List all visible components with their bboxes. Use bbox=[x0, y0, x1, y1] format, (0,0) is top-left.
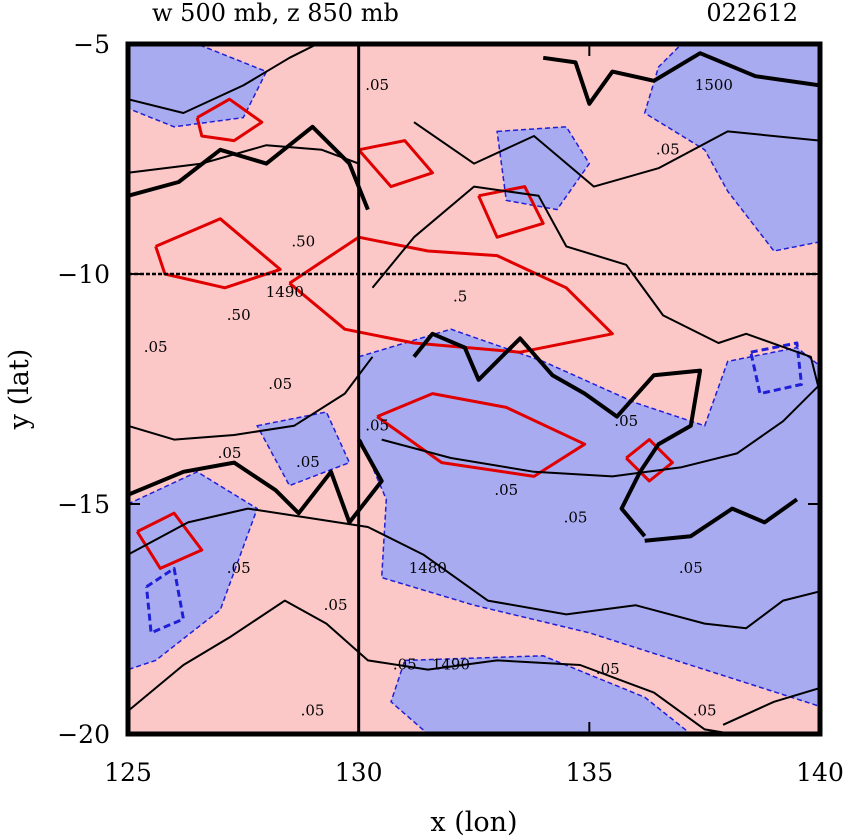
contour-value-label: .05 bbox=[301, 702, 325, 720]
contour-value-label: .50 bbox=[291, 232, 315, 250]
contour-line-height bbox=[128, 144, 360, 174]
x-axis-label: x (lon) bbox=[430, 807, 517, 838]
contour-line-height-bold bbox=[128, 438, 384, 525]
contour-value-label: .05 bbox=[227, 559, 251, 577]
fill-region-negative bbox=[256, 411, 351, 487]
contour-line-height bbox=[128, 356, 374, 441]
contour-value-label: 1480 bbox=[409, 559, 447, 577]
contour-value-label: .05 bbox=[614, 412, 638, 430]
contour-value-label: .5 bbox=[453, 288, 467, 306]
chart-timestamp: 022612 bbox=[706, 0, 798, 27]
contour-line-positive bbox=[195, 97, 264, 143]
contour-value-label: .05 bbox=[144, 338, 168, 356]
y-tick-label: −15 bbox=[57, 490, 110, 519]
contour-line-height-bold bbox=[644, 497, 799, 543]
chart-title: w 500 mb, z 850 mb bbox=[152, 0, 399, 27]
fill-region-negative bbox=[390, 655, 693, 734]
plot-frame bbox=[125, 41, 823, 737]
contour-line-height bbox=[128, 44, 318, 114]
contour-value-label: .05 bbox=[693, 702, 717, 720]
contour-line-positive bbox=[477, 185, 545, 239]
contour-value-label: .05 bbox=[365, 416, 389, 434]
y-axis: −5 −10 −15 −20 bbox=[57, 30, 820, 749]
contour-value-label: .05 bbox=[596, 660, 620, 678]
contour-line-height bbox=[722, 687, 820, 726]
y-tick-label: −20 bbox=[57, 720, 110, 749]
x-tick-label: 130 bbox=[335, 758, 383, 787]
contour-value-label: .05 bbox=[365, 76, 389, 94]
contour-line-height bbox=[128, 507, 820, 630]
contour-value-label: .05 bbox=[564, 508, 588, 526]
contour-value-label: 1490 bbox=[432, 656, 470, 674]
contour-line-height-bold bbox=[412, 331, 703, 538]
contour-layer bbox=[128, 44, 820, 734]
contour-value-label: .05 bbox=[679, 559, 703, 577]
contour-line-negative bbox=[749, 341, 803, 396]
contour-line-positive bbox=[154, 217, 282, 290]
contour-value-label: .05 bbox=[393, 656, 417, 674]
contour-line-negative bbox=[145, 566, 185, 635]
contour-value-label: 1500 bbox=[695, 76, 733, 94]
fill-region-negative bbox=[128, 44, 268, 128]
contour-line-positive bbox=[357, 139, 434, 189]
x-tick-label: 125 bbox=[104, 758, 152, 787]
contour-value-label: .05 bbox=[296, 453, 320, 471]
contour-line-height bbox=[371, 185, 820, 394]
contour-value-label: .50 bbox=[227, 306, 251, 324]
x-tick-label: 135 bbox=[565, 758, 613, 787]
contour-line-positive bbox=[288, 235, 614, 354]
contour-line-height bbox=[413, 121, 820, 188]
contour-line-height bbox=[381, 383, 820, 478]
contour-line-height-bold bbox=[542, 51, 820, 106]
contour-value-label: .05 bbox=[324, 596, 348, 614]
fill-region-negative bbox=[357, 328, 820, 708]
contour-value-label: .05 bbox=[656, 140, 680, 158]
contour-line-height-bold bbox=[128, 124, 370, 211]
contour-value-label: 1490 bbox=[266, 283, 304, 301]
x-axis: 125 130 135 140 bbox=[104, 44, 844, 787]
y-axis-label: y (lat) bbox=[4, 349, 35, 431]
contour-label-layer: .05 .05 .50 1490 .5 .50 1500 .05 .05 .05 .05 .05 .05… bbox=[144, 76, 733, 720]
contour-line-positive bbox=[135, 511, 204, 570]
x-tick-label: 140 bbox=[796, 758, 844, 787]
y-tick-label: −5 bbox=[73, 30, 110, 59]
contour-value-label: .05 bbox=[218, 444, 242, 462]
contour-value-label: .05 bbox=[494, 481, 518, 499]
y-tick-label: −10 bbox=[57, 260, 110, 289]
contour-line-positive bbox=[376, 392, 587, 478]
contour-value-label: .05 bbox=[268, 375, 292, 393]
contour-line-height bbox=[128, 599, 733, 734]
